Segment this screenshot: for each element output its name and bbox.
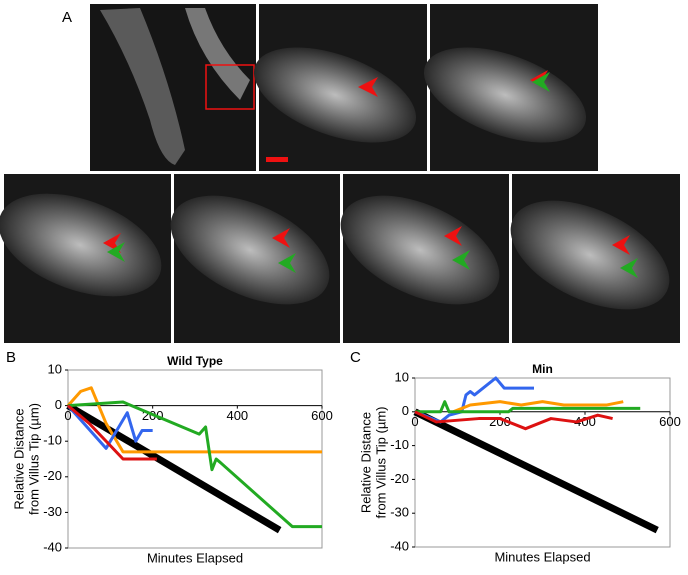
y-tick-label: -30 (390, 505, 409, 520)
red-arrow (358, 77, 378, 97)
micrographs (0, 4, 680, 343)
series-line (415, 400, 641, 414)
y-axis-label: Relative Distance (11, 408, 26, 509)
tissue (185, 8, 250, 100)
series-line (414, 376, 534, 424)
x-tick-label: 600 (311, 408, 333, 423)
tissue (340, 195, 500, 305)
green-arrow (278, 253, 296, 273)
x-axis-label: Minutes Elapsed (494, 549, 590, 564)
red-arrow (272, 228, 290, 248)
x-tick-label: 400 (226, 408, 248, 423)
x-tick-label: 0 (411, 414, 418, 429)
green-arrow (620, 258, 638, 278)
series-line (452, 400, 624, 414)
trend-line (413, 408, 659, 534)
x-axis-label: Minutes Elapsed (147, 550, 243, 565)
x-tick-label: 0 (64, 408, 71, 423)
y-tick-label: -40 (43, 539, 62, 554)
plot-area (414, 377, 671, 548)
y-axis-label: from Villus Tip (µm) (373, 407, 388, 519)
scale-bar (266, 157, 288, 162)
green-arrow (532, 72, 550, 92)
tissue (510, 200, 670, 310)
y-axis-label: Relative Distance (358, 412, 373, 513)
red-arrow (444, 226, 462, 246)
red-arrow (612, 235, 630, 255)
panel-label: A (62, 9, 72, 26)
trend-line (66, 402, 282, 534)
chart-title: Wild Type (167, 354, 223, 368)
green-arrow (452, 250, 470, 270)
green-arrow (107, 242, 125, 262)
y-tick-label: 10 (48, 361, 62, 376)
y-tick-label: -10 (390, 437, 409, 452)
y-tick-label: -10 (43, 433, 62, 448)
tissue (100, 8, 185, 165)
y-tick-label: 0 (402, 403, 409, 418)
chart-title: Min (532, 362, 553, 376)
y-tick-label: -40 (390, 538, 409, 553)
plot-area (67, 369, 323, 549)
roi-box (205, 64, 255, 110)
panel-label: B (6, 349, 16, 366)
y-tick-label: -20 (390, 471, 409, 486)
y-tick-label: 10 (395, 369, 409, 384)
tissue (0, 193, 162, 297)
y-tick-label: -20 (43, 468, 62, 483)
series-line (67, 400, 322, 529)
x-tick-label: 600 (659, 414, 681, 429)
y-tick-label: -30 (43, 504, 62, 519)
tissue (253, 47, 417, 143)
series-line (66, 386, 322, 454)
series-line (66, 404, 153, 450)
tissue (423, 47, 587, 143)
y-tick-label: 0 (55, 397, 62, 412)
series-line (67, 404, 157, 461)
panel-label: C (350, 349, 361, 366)
tissue (170, 195, 330, 305)
series-line (414, 410, 613, 431)
y-axis-label: from Villus Tip (µm) (26, 403, 41, 515)
